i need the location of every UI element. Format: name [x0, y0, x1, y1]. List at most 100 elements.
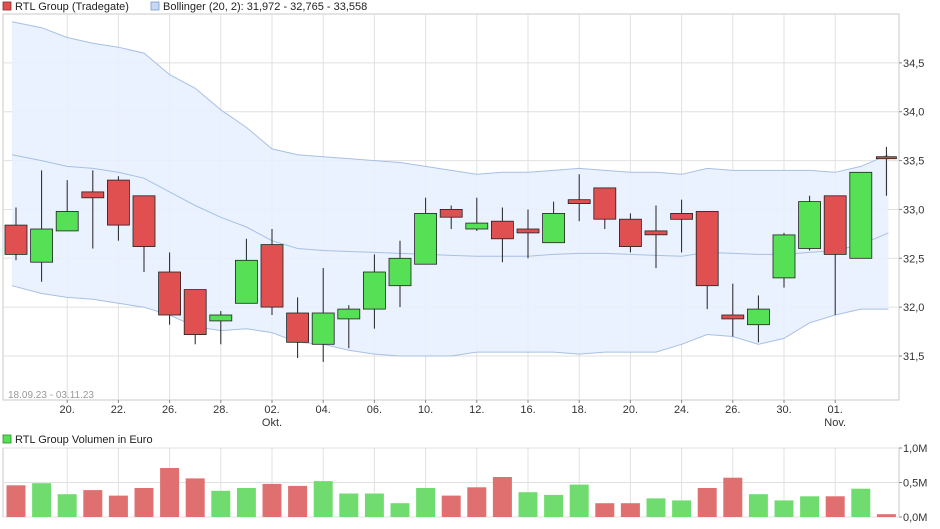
candle-body-19	[490, 220, 514, 240]
price-y-tick-label-1: 32,0	[903, 302, 924, 314]
volume-bar-16	[416, 488, 436, 517]
price-y-tick-label-6: 34,5	[903, 58, 924, 70]
date-range-label: 18.09.23 - 03.11.23	[8, 390, 94, 401]
candle-25	[644, 205, 668, 269]
candle-5	[132, 195, 156, 272]
x-tick-label-9: 16.	[520, 404, 535, 416]
volume-bar-28	[723, 477, 743, 517]
candle-31	[798, 195, 821, 251]
candle-body-4	[107, 179, 130, 226]
candle-body-8	[209, 314, 233, 322]
candle-7	[183, 289, 207, 345]
candle-11	[286, 297, 310, 358]
x-tick-label-14: 30.	[776, 404, 791, 416]
volume-bar-31	[800, 496, 820, 517]
x-tick-label-11: 20.	[623, 404, 638, 416]
volume-bar-7	[185, 478, 205, 517]
candle-10	[260, 228, 284, 315]
volume-bar-6	[160, 468, 180, 517]
volume-bar-9	[236, 488, 256, 517]
volume-bar-8	[211, 490, 231, 517]
candle-19	[490, 207, 514, 263]
volume-legend-swatch	[2, 434, 12, 444]
volume-bar-3	[83, 490, 103, 517]
candle-body-2	[55, 210, 79, 232]
candle-17	[439, 205, 463, 229]
candle-body-33	[849, 171, 873, 259]
price-y-tick-label-4: 33,5	[903, 156, 924, 168]
candle-15	[388, 240, 412, 308]
candle-body-7	[183, 289, 207, 336]
x-tick-label-13: 26.	[725, 404, 740, 416]
candle-body-30	[772, 234, 796, 279]
candle-34	[876, 146, 897, 196]
volume-y-tick-label-0: 0,0M	[903, 512, 927, 524]
x-tick-label-4: 02.	[264, 404, 279, 416]
candle-14	[362, 254, 386, 329]
price-legend: RTL Group (Tradegate) Bollinger (20, 2):…	[2, 1, 367, 13]
volume-bar-12	[313, 481, 333, 517]
candle-0	[4, 207, 28, 261]
candle-18	[465, 197, 489, 231]
volume-legend: RTL Group Volumen in Euro	[2, 434, 153, 446]
x-tick-label-6: 06.	[367, 404, 382, 416]
candle-8	[209, 311, 233, 345]
candle-21	[542, 201, 565, 244]
candle-body-22	[567, 199, 591, 204]
volume-bar-11	[288, 485, 308, 517]
candle-body-5	[132, 195, 156, 248]
candle-body-16	[414, 212, 438, 265]
candle-body-21	[542, 212, 565, 244]
candle-body-34	[876, 156, 897, 160]
price-y-tick-label-5: 34,0	[903, 107, 924, 119]
candle-body-15	[388, 257, 412, 287]
volume-bars	[6, 468, 896, 517]
candle-2	[55, 180, 79, 232]
bollinger-middle-line	[11, 154, 889, 257]
price-y-tick-label-3: 33,0	[903, 204, 924, 216]
x-tick-label-5: 04.	[316, 404, 331, 416]
volume-bar-10	[262, 483, 282, 517]
bollinger-upper-line	[11, 21, 889, 175]
bollinger-legend-swatch	[150, 1, 160, 11]
candle-body-3	[81, 191, 105, 199]
x-tick-label-2: 26.	[162, 404, 177, 416]
candle-body-17	[439, 208, 463, 218]
x-tick-sublabel-4: Okt.	[262, 417, 282, 429]
candle-20	[516, 209, 540, 259]
volume-bar-22	[569, 484, 589, 517]
volume-y-tick-label-2: 1,0M	[903, 443, 927, 455]
volume-bar-34	[876, 514, 896, 517]
volume-bar-29	[748, 494, 768, 517]
candle-body-32	[823, 195, 847, 255]
price-legend-label: RTL Group (Tradegate)	[15, 1, 129, 13]
volume-bar-15	[390, 503, 410, 517]
candle-3	[81, 170, 105, 249]
candle-body-18	[465, 222, 489, 230]
volume-bar-14	[364, 493, 384, 517]
volume-bar-25	[646, 498, 666, 517]
x-tick-label-1: 22.	[111, 404, 126, 416]
volume-bar-20	[518, 492, 538, 517]
x-tick-label-15: 01.	[828, 404, 843, 416]
volume-bar-0	[6, 485, 26, 517]
candle-body-24	[619, 218, 642, 247]
candle-body-9	[234, 259, 258, 304]
candle-body-1	[30, 228, 54, 263]
candle-body-6	[158, 271, 182, 316]
candle-22	[567, 174, 591, 222]
volume-legend-label: RTL Group Volumen in Euro	[15, 434, 153, 446]
x-tick-label-0: 20.	[60, 404, 75, 416]
candle-body-27	[695, 210, 719, 287]
candle-body-11	[286, 312, 310, 343]
volume-bar-32	[825, 496, 845, 517]
candle-26	[670, 199, 693, 253]
volume-bar-26	[672, 500, 692, 517]
volume-bar-13	[339, 493, 359, 517]
volume-bar-19	[492, 477, 512, 517]
candle-27	[695, 210, 719, 310]
x-tick-label-8: 12.	[469, 404, 484, 416]
candle-24	[619, 213, 642, 253]
price-legend-swatch	[2, 1, 12, 11]
